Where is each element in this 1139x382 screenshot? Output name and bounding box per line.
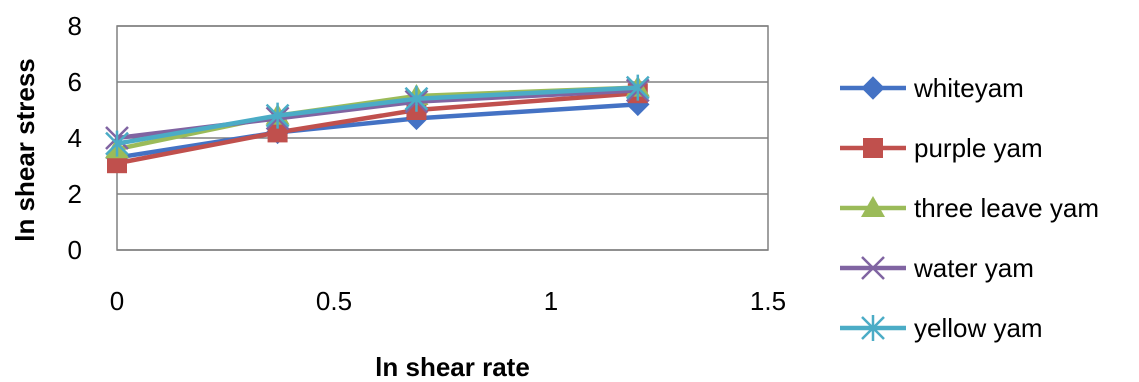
legend-label: three leave yam	[914, 193, 1099, 223]
y-tick-label: 8	[68, 11, 82, 41]
legend: whiteyam purple yam three leave yam water y…	[840, 73, 1099, 343]
x-tick-label: 1.5	[750, 286, 786, 316]
series-group	[105, 74, 650, 174]
series-yellow-yam	[105, 74, 650, 157]
legend-label: water yam	[913, 253, 1034, 283]
series-line	[116, 102, 638, 160]
y-axis-ticks: 0 2 4 6 8	[68, 11, 82, 265]
legend-label: whiteyam	[913, 73, 1024, 103]
data-point	[861, 196, 885, 217]
data-point	[265, 102, 290, 129]
series-line	[116, 90, 638, 166]
data-point	[404, 85, 429, 112]
legend-label: yellow yam	[914, 313, 1043, 343]
y-tick-label: 0	[68, 235, 82, 265]
x-tick-label: 1	[544, 286, 558, 316]
data-point	[863, 138, 883, 158]
data-point	[267, 122, 288, 143]
y-tick-label: 4	[68, 123, 82, 153]
data-point	[861, 315, 885, 341]
data-point	[861, 76, 885, 100]
legend-label: purple yam	[914, 133, 1043, 163]
data-point	[861, 256, 885, 280]
series-line	[116, 85, 638, 146]
x-tick-label: 0.5	[316, 286, 352, 316]
legend-item: purple yam	[840, 133, 1043, 163]
data-point	[625, 74, 650, 101]
x-axis-label: ln shear rate	[375, 352, 530, 382]
legend-item: yellow yam	[840, 313, 1043, 343]
y-tick-label: 2	[68, 179, 82, 209]
legend-item: whiteyam	[840, 73, 1024, 103]
y-tick-label: 6	[68, 67, 82, 97]
x-tick-label: 0	[110, 286, 124, 316]
grid	[117, 25, 768, 251]
data-point	[105, 130, 129, 157]
y-axis-label: ln shear stress	[10, 58, 40, 242]
legend-item: three leave yam	[840, 193, 1099, 223]
legend-item: water yam	[840, 253, 1034, 283]
x-axis-ticks: 0 0.5 1 1.5	[110, 286, 786, 316]
